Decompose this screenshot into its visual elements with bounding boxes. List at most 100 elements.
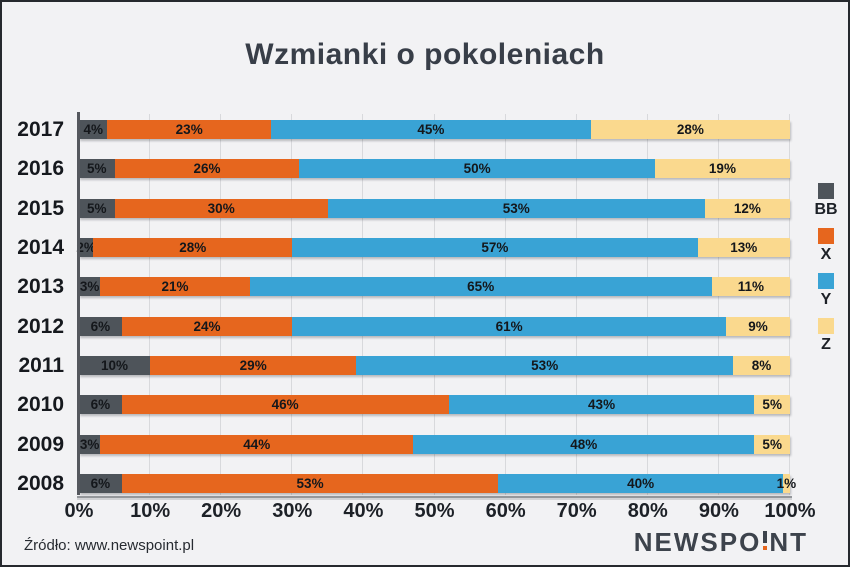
bar-segment-BB-2008: 6% (79, 474, 122, 494)
source-credit: Źródło: www.newspoint.pl (24, 537, 195, 554)
bar-segment-value: 46% (271, 397, 299, 413)
x-tick-70pct: 70% (556, 500, 597, 522)
legend-swatch-BB (818, 183, 834, 199)
y-axis-line (77, 112, 80, 495)
bar-segment-BB-2016: 5% (79, 159, 115, 179)
bar-segment-X-2013: 21% (100, 277, 250, 297)
year-label-2015: 2015 (17, 196, 64, 220)
x-tick-60pct: 60% (485, 500, 526, 522)
bar-segment-value: 8% (751, 358, 772, 374)
bar-segment-BB-2017: 4% (79, 120, 108, 139)
legend-label-X: X (820, 246, 832, 263)
bar-segment-Z-2008: 1% (777, 474, 796, 494)
bar-segment-Z-2012: 9% (725, 316, 790, 336)
x-tick-10pct: 10% (130, 500, 171, 522)
logo-exclamation-icon (761, 531, 769, 555)
bar-segment-value: 50% (463, 161, 491, 177)
bar-segment-Z-2015: 12% (704, 198, 790, 218)
x-tick-30pct: 30% (272, 500, 313, 522)
bar-segment-BB-2010: 6% (79, 395, 122, 415)
x-tick-80pct: 80% (627, 500, 668, 522)
bar-segment-Y-2008: 40% (498, 474, 783, 494)
bar-row-2010: 6% 46% 43% 5% (79, 395, 790, 415)
bar-segment-value: 26% (193, 161, 221, 177)
year-label-2008: 2008 (17, 472, 64, 496)
year-label-2013: 2013 (17, 275, 64, 299)
gridline-90 (717, 114, 719, 495)
bar-segment-Y-2013: 65% (249, 277, 712, 297)
logo-text-left: NEWSPO (633, 527, 762, 557)
bar-segment-Y-2012: 61% (292, 316, 726, 336)
gridline-30 (291, 114, 293, 495)
x-tick-0pct: 0% (64, 500, 94, 522)
bar-segment-value: 13% (730, 240, 758, 256)
bar-row-2015: 5% 30% 53% 12% (79, 198, 790, 218)
bar-segment-value: 45% (417, 122, 445, 137)
x-tick-40pct: 40% (343, 500, 384, 522)
bar-row-2008: 6% 53% 40% 1% (79, 474, 796, 494)
bar-segment-Z-2016: 19% (654, 159, 790, 179)
bar-segment-Z-2010: 5% (754, 395, 790, 415)
bar-segment-value: 28% (179, 240, 207, 256)
bar-segment-value: 53% (296, 476, 324, 492)
legend-label-Y: Y (820, 291, 832, 308)
gridline-100 (789, 114, 790, 495)
bar-segment-value: 6% (90, 318, 111, 334)
bar-segment-value: 23% (175, 122, 203, 137)
bar-segment-Y-2010: 43% (448, 395, 755, 415)
year-label-2014: 2014 (17, 236, 64, 260)
bar-row-2016: 5% 26% 50% 19% (79, 159, 790, 179)
legend-item-X: X (803, 228, 848, 264)
legend-swatch-Z (818, 318, 834, 334)
bar-segment-value: 48% (570, 436, 598, 452)
bar-row-2009: 3% 44% 48% 5% (79, 434, 790, 454)
bar-segment-value: 30% (207, 200, 235, 216)
bar-segment-Z-2009: 5% (754, 434, 790, 454)
bar-row-2012: 6% 24% 61% 9% (79, 316, 790, 336)
logo-text-right: NT (769, 527, 808, 557)
year-label-2012: 2012 (17, 314, 64, 338)
bar-segment-BB-2013: 3% (79, 277, 101, 297)
bar-segment-value: 9% (748, 318, 768, 334)
bar-segment-Z-2014: 13% (697, 238, 790, 258)
bar-segment-value: 53% (531, 358, 559, 374)
bar-segment-value: 43% (588, 397, 616, 413)
gridline-10 (149, 114, 151, 495)
gridline-50 (433, 114, 435, 495)
bar-segment-value: 19% (708, 161, 736, 177)
bar-segment-Y-2009: 48% (413, 434, 755, 454)
bar-segment-X-2010: 46% (121, 395, 449, 415)
bar-segment-X-2014: 28% (93, 238, 293, 258)
bar-segment-value: 29% (239, 358, 267, 374)
bar-segment-value: 53% (502, 200, 530, 216)
bar-segment-X-2009: 44% (100, 434, 414, 454)
bar-segment-Y-2017: 45% (270, 120, 591, 139)
bar-segment-value: 6% (90, 397, 111, 413)
bar-segment-value: 6% (90, 476, 111, 492)
bar-row-2014: 2% 28% 57% 13% (76, 238, 790, 258)
bar-segment-Z-2013: 11% (711, 277, 790, 297)
bar-segment-X-2012: 24% (121, 316, 293, 336)
bar-segment-value: 2% (76, 240, 96, 256)
bar-segment-value: 3% (79, 436, 100, 452)
bar-segment-X-2011: 29% (150, 356, 357, 376)
chart-legend: BB X Y Z (803, 183, 848, 363)
gridline-60 (504, 114, 506, 495)
bar-segment-value: 10% (101, 358, 129, 374)
chart-plot-area: 4% 23% 45% 28% 5% 26% 50% 19% 5% 30% 53% 12% 2% 28% 57… (76, 112, 796, 498)
bar-segment-X-2016: 26% (114, 159, 300, 179)
bar-segment-Y-2014: 57% (292, 238, 698, 258)
bar-segment-value: 28% (676, 122, 704, 137)
newspoint-logo: NEWSPO NT (634, 529, 808, 555)
bar-row-2011: 10% 29% 53% 8% (79, 356, 790, 376)
gridline-70 (575, 114, 577, 495)
year-label-2010: 2010 (17, 393, 64, 417)
bar-segment-value: 21% (161, 279, 189, 295)
year-label-2017: 2017 (17, 118, 64, 141)
legend-item-Z: Z (803, 318, 848, 354)
bar-row-2013: 3% 21% 65% 11% (79, 277, 790, 297)
bar-segment-value: 5% (87, 161, 107, 177)
bar-segment-X-2017: 23% (107, 120, 271, 139)
bar-segment-Y-2016: 50% (299, 159, 655, 179)
bar-segment-value: 24% (193, 318, 221, 334)
